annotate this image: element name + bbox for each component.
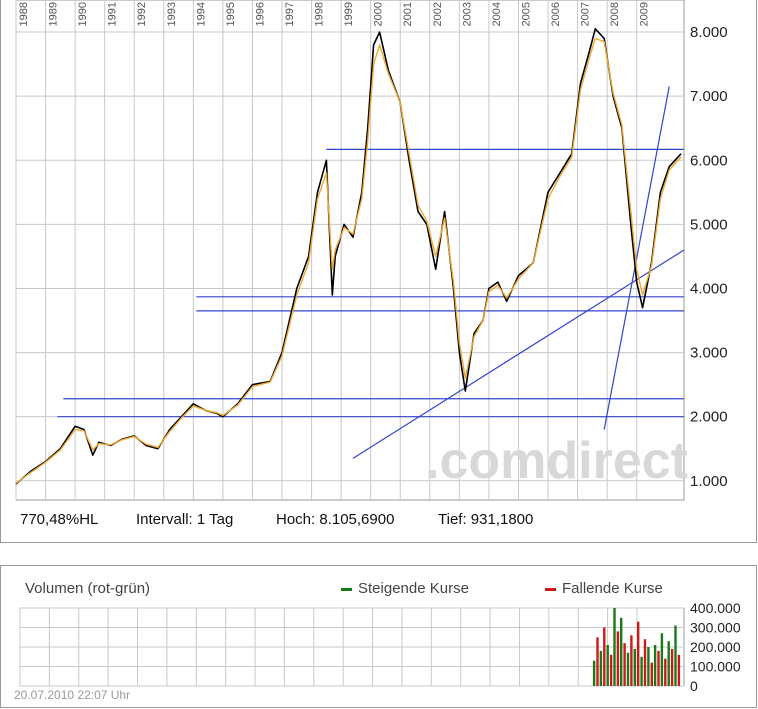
x-tick-label: 2005 (520, 2, 532, 26)
x-tick-label: 2008 (609, 2, 621, 26)
x-tick-label: 1995 (225, 2, 237, 26)
x-tick-label: 2004 (491, 2, 503, 26)
volume-y-tick-label: 200.000 (690, 639, 741, 655)
volume-bar (670, 649, 674, 686)
timestamp: 20.07.2010 22:07 Uhr (14, 688, 131, 702)
x-tick-label: 2000 (373, 2, 385, 26)
x-tick-label: 2002 (432, 2, 444, 26)
x-tick-label: 2007 (580, 2, 592, 26)
volume-bar (609, 654, 613, 686)
falling-marker (545, 587, 556, 591)
y-tick-label: 3.000 (690, 345, 728, 362)
volume-y-tick-label: 400.000 (690, 600, 741, 616)
volume-chart-panel: 400.000 300.000 200.000 100.000 0 (0, 565, 757, 708)
moving-average-line (15, 37, 682, 484)
volume-title: Volumen (rot-grün) (25, 580, 151, 597)
y-tick-label: 1.000 (690, 473, 728, 490)
y-tick-label: 7.000 (690, 88, 728, 105)
volume-bar (677, 654, 681, 686)
x-tick-label: 1991 (107, 2, 119, 26)
volume-bar (653, 645, 657, 686)
x-tick-label: 1999 (343, 2, 355, 26)
watermark: .comdirect (425, 432, 688, 490)
volume-bar (637, 621, 640, 686)
x-tick-label: 2003 (461, 2, 473, 26)
price-chart-panel: 1.000 2.000 3.000 4.000 5.000 6.000 7.000 8.000… (0, 0, 757, 543)
y-tick-label: 2.000 (690, 409, 728, 426)
price-chart: 1.000 2.000 3.000 4.000 5.000 6.000 7.000 8.000… (15, 0, 728, 501)
volume-bar (630, 635, 633, 686)
volume-bar (603, 627, 606, 686)
x-tick-label: 1992 (136, 2, 148, 26)
x-tick-label: 1989 (48, 2, 60, 26)
volume-chart: 400.000 300.000 200.000 100.000 0 (19, 600, 741, 694)
x-tick-label: 2009 (639, 2, 651, 26)
trendline (603, 86, 670, 430)
volume-bar (620, 617, 623, 687)
x-tick-label: 1993 (166, 2, 178, 26)
x-tick-label: 1994 (195, 2, 207, 26)
x-tick-label: 2006 (550, 2, 562, 26)
x-tick-label: 1988 (18, 2, 30, 26)
volume-bar (640, 656, 643, 687)
legend-falling-label: Fallende Kurse (562, 580, 663, 597)
x-tick-label: 1996 (254, 2, 266, 26)
volume-bar (643, 639, 647, 686)
high-value: Hoch: 8.105,6900 (276, 511, 395, 528)
y-tick-label: 6.000 (690, 152, 728, 169)
volume-bar (616, 631, 620, 686)
hl-percentage: 770,48%HL (20, 511, 99, 528)
volume-y-tick-label: 0 (690, 678, 698, 694)
x-tick-label: 2001 (402, 2, 414, 26)
volume-bar (667, 641, 670, 686)
y-tick-label: 5.000 (690, 216, 728, 233)
volume-bar (596, 637, 599, 687)
legend-rising-label: Steigende Kurse (358, 580, 469, 597)
volume-bar (647, 647, 650, 686)
x-tick-label: 1997 (284, 2, 296, 26)
volume-bar (626, 652, 630, 686)
volume-bar (650, 662, 653, 686)
price-line (15, 27, 682, 485)
interval-label: Intervall: 1 Tag (136, 511, 234, 528)
legend-rising: Steigende Kurse (341, 580, 469, 597)
trendline (352, 249, 685, 459)
volume-bar (613, 608, 616, 686)
rising-marker (341, 587, 352, 591)
plot-area (15, 0, 685, 501)
volume-bar (674, 625, 677, 686)
low-value: Tief: 931,1800 (438, 511, 534, 528)
volume-bar (660, 633, 664, 686)
volume-bar (623, 643, 626, 686)
volume-bar (599, 650, 603, 686)
volume-bar (657, 650, 660, 686)
volume-bar (664, 658, 667, 686)
volume-y-tick-label: 100.000 (690, 659, 741, 675)
volume-y-tick-label: 300.000 (690, 620, 741, 636)
x-tick-label: 1998 (314, 2, 326, 26)
legend-falling: Fallende Kurse (545, 580, 663, 597)
volume-bar (606, 645, 609, 686)
x-tick-label: 1990 (77, 2, 89, 26)
volume-bar (592, 660, 596, 686)
volume-bar (633, 649, 636, 686)
y-tick-label: 8.000 (690, 24, 728, 41)
y-tick-label: 4.000 (690, 280, 728, 297)
